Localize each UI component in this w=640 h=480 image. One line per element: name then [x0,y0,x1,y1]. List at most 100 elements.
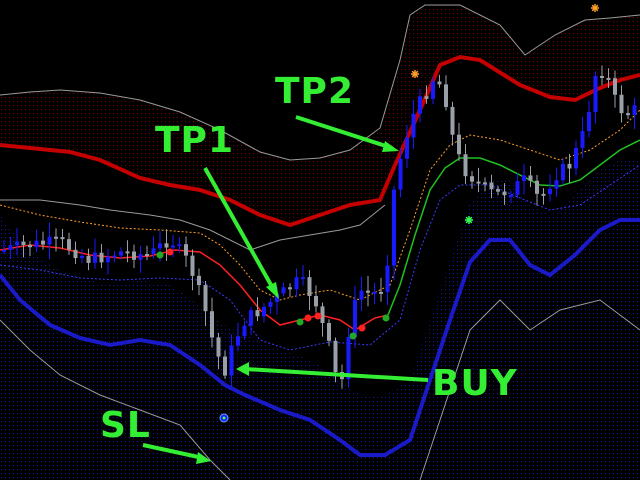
tp2-arrowhead [382,141,399,152]
tp2-label: TP2 [275,71,354,112]
candle-body [106,256,110,263]
signal-dot-red [304,314,312,322]
star-ray [591,4,599,12]
sl-label: SL [100,405,151,446]
candle-body [2,249,6,252]
candle-body [450,106,455,135]
candle-body [171,245,175,248]
candle-body [561,163,565,181]
middle-line-up [387,139,640,316]
candle-body [574,147,578,169]
candle-body [372,291,377,294]
candle-body [405,137,409,159]
star-ray [411,70,419,78]
candle-body [463,154,468,177]
lower-envelope-line-right [419,299,640,480]
signal-dot-green [156,251,164,259]
candle-body [223,356,227,376]
candle-body [288,287,292,290]
candle-body [392,189,396,266]
candle-body [47,236,52,245]
candle-body [489,182,494,190]
candle-body [437,81,442,85]
candle-body [346,336,351,380]
tp2-arrow [295,115,393,150]
candle-body [281,287,286,294]
tp1-arrow [203,167,277,293]
candle-body [242,325,247,337]
candle-body [93,252,97,263]
candle-body [34,240,39,248]
candle-body [255,310,260,317]
buy-arrowhead [236,362,249,376]
tp1-label: TP1 [155,120,234,161]
candle-body [210,311,214,338]
candle-body [600,75,604,78]
candle-body [398,158,403,190]
candle-body [119,251,123,256]
signal-dot-green [349,332,357,340]
candle-body [522,175,526,182]
candle-body [567,163,572,169]
sl-arrow [142,443,204,460]
candle-body [236,336,240,346]
candle-body [613,78,617,95]
candle-body [307,277,312,297]
signal-dot-red [314,312,322,320]
lower-fill-area [0,160,640,480]
buy-star-marker [591,4,599,12]
buy-arrow [244,367,429,382]
candle-body [21,241,26,246]
candle-body [275,293,279,302]
candle-body [444,84,448,107]
middle-line-down [0,244,389,331]
candle-body [125,251,130,254]
candle-body [158,243,162,249]
candle-body [164,243,169,248]
annotation-tp1: TP1 [155,120,279,299]
candle-body [86,255,91,263]
candle-body [41,240,45,245]
candle-body [132,251,136,260]
dotted-upper-line [0,109,640,301]
candle-body [580,131,585,148]
buy-star-marker [411,70,419,78]
candle-body [418,96,422,114]
signal-markers [156,4,599,423]
candle-body [327,323,331,341]
candle-body [294,277,299,290]
candle-body [15,241,19,246]
candle-body [528,175,533,181]
candle-body [379,291,383,294]
candle-body [197,275,201,286]
candle-body [424,96,429,99]
candle-body [535,180,539,194]
candle-body [216,337,221,357]
candle-body [411,113,416,138]
annotation-buy: BUY [236,362,518,404]
candle-body [366,290,370,293]
candle-body [385,265,390,293]
exit-star-marker [465,216,473,224]
candle-body [333,340,338,373]
candle-body [112,255,117,258]
buy-label: BUY [432,363,518,404]
signal-dot-green [296,318,304,326]
candle-body [619,94,624,114]
signal-dot-green [382,314,390,322]
candle-body [190,255,195,276]
candles [2,65,637,389]
candle-body [632,105,637,116]
candle-body [470,176,474,182]
annotation-tp2: TP2 [275,71,399,152]
candle-body [203,285,208,312]
signal-dot-red [166,248,174,256]
annotation-sl: SL [100,405,211,464]
candle-body [483,182,487,185]
candle-body [28,245,32,248]
candle-body [262,306,266,317]
candle-body [151,248,156,255]
candle-body [593,75,598,113]
lower-band-line [0,218,640,457]
